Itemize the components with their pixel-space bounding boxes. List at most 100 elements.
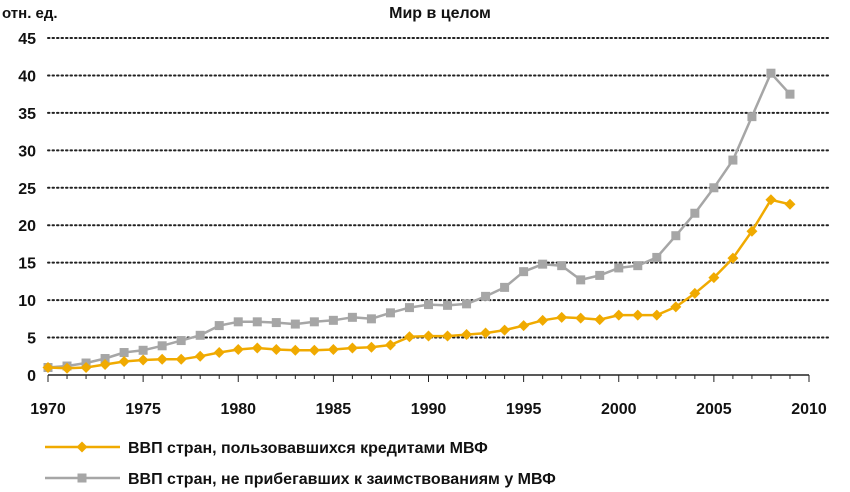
series-2-point-1998	[576, 275, 586, 285]
chart-title: Мир в целом	[389, 5, 491, 22]
series-1-point-1992	[461, 329, 473, 341]
series-1-point-2002	[651, 309, 663, 321]
series-2-point-1976	[157, 341, 167, 351]
series-1-point-1978	[194, 350, 206, 362]
series-1-point-1994	[499, 324, 511, 336]
series-2-point-2005	[709, 183, 719, 193]
series-2-point-1987	[366, 314, 376, 324]
series-2-point-1986	[347, 312, 357, 322]
series-2-point-2009	[785, 89, 795, 99]
series-1-point-2003	[670, 301, 682, 313]
x-tick-label-1975: 1975	[125, 401, 161, 418]
y-axis-ticks: 0 5 10 15 20 25 30 35 40 45	[18, 31, 36, 385]
x-tick-label-1980: 1980	[220, 401, 256, 418]
series-2-point-1990	[424, 300, 433, 310]
y-tick-label-35: 35	[18, 106, 36, 123]
series-2-point-2007	[747, 112, 757, 122]
series-1-point-1991	[442, 330, 454, 342]
series-1-point-2005	[708, 272, 720, 284]
legend-item-1: ВВП стран, пользовавшихся кредитами МВФ	[45, 440, 488, 457]
series-2-point-1989	[404, 303, 414, 313]
series-1-point-1997	[556, 311, 568, 323]
series-1-point-2006	[727, 252, 739, 264]
series-2-point-1975	[138, 345, 148, 355]
series-2-point-1980	[233, 317, 243, 327]
series-1-point-1995	[518, 320, 530, 332]
series-1-point-1976	[156, 353, 168, 365]
x-tick-label-2000: 2000	[601, 401, 637, 418]
legend: ВВП стран, пользовавшихся кредитами МВФ В…	[45, 440, 556, 488]
series-2-point-1977	[176, 336, 186, 346]
series-2-point-1995	[519, 267, 529, 277]
legend-label-1: ВВП стран, пользовавшихся кредитами МВФ	[128, 440, 488, 457]
series-2-point-1984	[309, 317, 319, 327]
series-1-point-1983	[289, 344, 301, 356]
series-2-point-1978	[195, 330, 205, 340]
series-1-point-1974	[118, 356, 130, 368]
series-1-point-1987	[365, 341, 377, 353]
series-group	[42, 68, 796, 374]
y-axis-unit-label: отн. ед.	[2, 5, 58, 22]
y-tick-label-30: 30	[18, 143, 36, 160]
y-tick-label-15: 15	[18, 256, 36, 273]
series-1-point-1989	[403, 331, 415, 343]
series-1-point-2000	[613, 309, 625, 321]
series-1	[42, 194, 796, 374]
series-2-point-1999	[595, 270, 605, 280]
series-1-point-1990	[423, 330, 434, 342]
series-2-point-1983	[290, 319, 300, 329]
series-1-point-1975	[137, 354, 149, 366]
y-tick-label-10: 10	[18, 293, 36, 310]
series-2-point-1992	[462, 299, 472, 309]
x-tick-label-2005: 2005	[696, 401, 732, 418]
series-1-point-1977	[175, 353, 187, 365]
legend-marker-1	[76, 441, 88, 453]
series-2-point-2004	[690, 208, 700, 218]
x-tick-label-1985: 1985	[316, 401, 352, 418]
series-2-point-2002	[652, 252, 662, 262]
x-tick-label-1970: 1970	[30, 401, 66, 418]
series-1-point-1971	[61, 362, 73, 374]
series-1-point-1985	[327, 344, 339, 356]
series-2-point-1994	[500, 282, 510, 292]
series-2-point-1996	[538, 259, 548, 269]
series-2-point-1993	[481, 291, 491, 301]
series-2-point-2000	[614, 263, 624, 273]
series-1-point-1999	[594, 314, 606, 326]
series-1-point-1998	[575, 312, 587, 324]
series-1-point-1986	[346, 342, 358, 354]
series-2-point-1973	[100, 354, 110, 364]
y-tick-label-0: 0	[27, 368, 36, 385]
series-1-point-1980	[232, 344, 244, 356]
grid-lines	[47, 37, 830, 339]
y-tick-label-25: 25	[18, 181, 36, 198]
series-1-point-2001	[632, 309, 644, 321]
series-2-point-1991	[443, 300, 453, 310]
series-1-point-1988	[384, 339, 396, 351]
series-2-point-1974	[119, 348, 129, 358]
x-tick-label-1995: 1995	[506, 401, 542, 418]
series-2-point-2008	[766, 68, 776, 78]
y-tick-label-20: 20	[18, 218, 36, 235]
series-1-point-2007	[746, 225, 758, 237]
series-1-line	[47, 198, 791, 370]
series-1-point-1981	[251, 342, 263, 354]
series-2	[43, 68, 795, 373]
series-1-point-1973	[99, 359, 111, 371]
x-tick-label-2010: 2010	[791, 401, 827, 418]
series-2-line	[47, 71, 791, 369]
legend-label-2: ВВП стран, не прибегавших к заимствовани…	[128, 471, 556, 488]
series-1-point-1993	[480, 327, 492, 339]
legend-marker-2	[77, 473, 87, 483]
series-2-point-2001	[633, 261, 643, 271]
x-tick-label-1990: 1990	[411, 401, 447, 418]
series-1-point-1979	[213, 347, 225, 359]
legend-item-2: ВВП стран, не прибегавших к заимствовани…	[45, 471, 556, 488]
series-1-point-2008	[765, 194, 777, 206]
series-1-point-1984	[308, 344, 320, 356]
series-2-point-1981	[252, 317, 262, 327]
series-2-point-1982	[271, 318, 281, 328]
series-2-point-1988	[385, 308, 395, 318]
series-1-point-2009	[784, 198, 796, 210]
